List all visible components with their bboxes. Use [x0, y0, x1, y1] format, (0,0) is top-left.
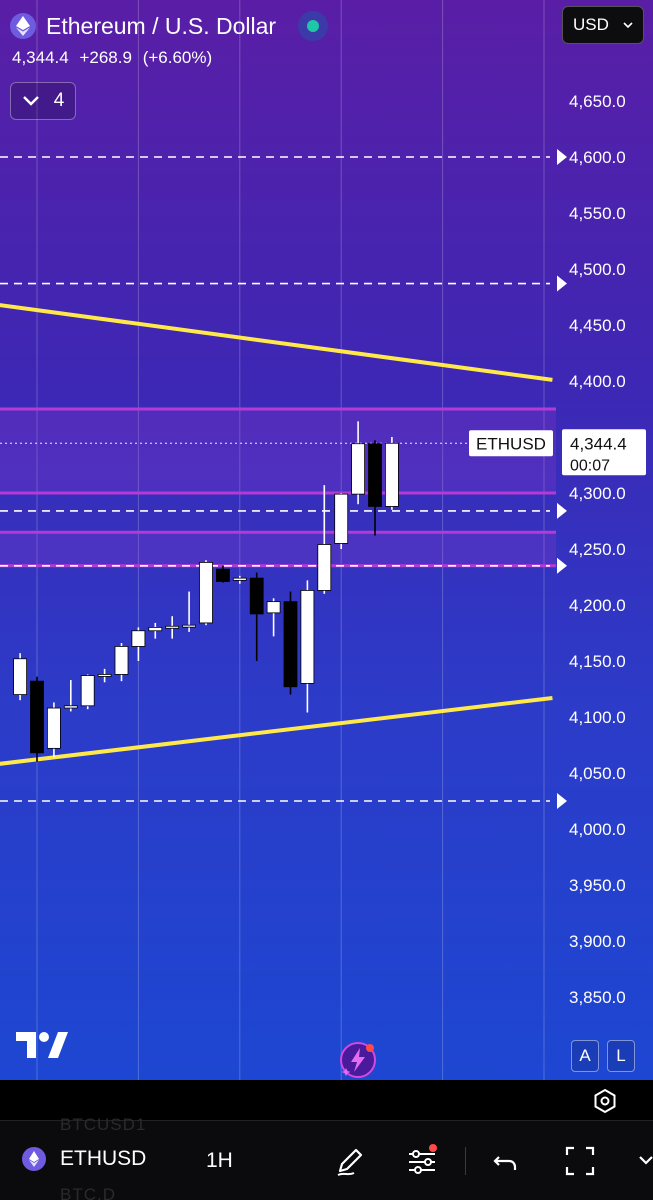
y-axis-tick-label: 4,100.0	[569, 708, 626, 727]
candle-body	[182, 624, 197, 628]
candle-body	[215, 568, 230, 582]
watchlist-item-ghost: BTCUSD1	[60, 1115, 147, 1134]
candle-body	[266, 601, 281, 614]
auto-scale-button[interactable]: A	[571, 1040, 599, 1072]
interval-button[interactable]: 1H	[206, 1149, 233, 1172]
eth-logo-icon	[10, 13, 36, 39]
candle-body	[80, 675, 95, 707]
price-summary: 4,344.4 +268.9 (+6.60%)	[12, 48, 328, 68]
currency-select[interactable]: USD	[562, 6, 644, 44]
toolbar-divider	[465, 1147, 466, 1175]
log-scale-label: L	[616, 1046, 626, 1065]
symbol-tag	[469, 430, 553, 457]
more-icon[interactable]	[626, 1143, 653, 1179]
candle-body	[63, 705, 78, 709]
candle-body	[300, 590, 315, 684]
indicator-count: 4	[53, 90, 65, 111]
candle-body	[351, 443, 366, 495]
level-arrow-icon	[557, 149, 567, 165]
pen-icon[interactable]	[332, 1143, 368, 1179]
y-axis-tick-label: 4,000.0	[569, 820, 626, 839]
y-axis-tick-label: 4,550.0	[569, 204, 626, 223]
chart-area[interactable]: 4,650.0 4,600.0 4,550.0 4,500.0 4,450.0 4,400…	[0, 0, 653, 1080]
candle-body	[199, 562, 213, 624]
level-arrow-icon	[557, 275, 567, 292]
chart-settings-icon[interactable]	[592, 1088, 618, 1114]
candle-body	[97, 674, 112, 677]
eth-logo-icon	[22, 1147, 46, 1171]
y-axis-tick-label: 4,050.0	[569, 764, 626, 783]
watchlist-item-ghost: BTC.D	[60, 1185, 116, 1200]
ai-assistant-icon[interactable]	[338, 1040, 378, 1080]
log-scale-button[interactable]: L	[607, 1040, 635, 1072]
y-axis-tick-label: 4,300.0	[569, 484, 626, 503]
candle-body	[334, 493, 349, 544]
price-change-percent: (+6.60%)	[142, 48, 213, 67]
candle-body	[30, 680, 44, 754]
tradingview-logo-icon	[16, 1030, 68, 1065]
level-arrow-icon	[557, 502, 567, 519]
y-axis-tick-label: 3,950.0	[569, 876, 626, 895]
chevron-down-icon	[22, 96, 39, 106]
y-axis-tick-label: 4,450.0	[569, 316, 626, 335]
candle-body	[317, 544, 332, 591]
symbol-search-button[interactable]: ETHUSD	[22, 1147, 146, 1171]
indicators-collapse-button[interactable]: 4	[10, 82, 76, 120]
level-arrow-icon	[557, 793, 567, 809]
trendline	[0, 695, 553, 766]
bottom-toolbar: BTCUSD1 BTC.D ETHUSD 1H	[0, 1115, 653, 1200]
undo-icon[interactable]	[488, 1143, 524, 1179]
candle-body	[283, 601, 298, 688]
price-tag	[562, 429, 646, 476]
last-price: 4,344.4	[12, 48, 69, 67]
symbol-tag-label: ETHUSD	[476, 434, 546, 453]
y-axis-tick-label: 4,400.0	[569, 372, 626, 391]
auto-scale-label: A	[579, 1046, 591, 1065]
price-zone	[0, 532, 556, 566]
y-axis-tick-label: 4,500.0	[569, 260, 626, 279]
price-zone	[0, 409, 556, 493]
y-axis-tick-label: 4,150.0	[569, 652, 626, 671]
y-axis-tick-label: 4,600.0	[569, 148, 626, 167]
price-chart[interactable]: 4,650.0 4,600.0 4,550.0 4,500.0 4,450.0 4,400…	[0, 0, 653, 1080]
title-row: Ethereum / U.S. Dollar	[10, 8, 329, 44]
currency-value: USD	[573, 15, 609, 34]
y-axis-tick-label: 4,250.0	[569, 540, 626, 559]
candle-body	[249, 577, 264, 615]
y-axis-tick-label: 3,850.0	[569, 988, 626, 1007]
candle-body	[131, 630, 146, 647]
price-tag-value: 4,344.4	[570, 434, 627, 453]
price-change: +268.9	[79, 48, 132, 67]
y-axis-tick-label: 4,650.0	[569, 92, 626, 111]
y-axis-tick-label: 3,900.0	[569, 932, 626, 951]
candle-body	[165, 625, 180, 629]
fullscreen-icon[interactable]	[562, 1143, 598, 1179]
candle-body	[148, 627, 163, 632]
chevron-down-icon	[623, 21, 633, 28]
candle-body	[13, 658, 28, 696]
y-axis-tick-label: 4,200.0	[569, 596, 626, 615]
level-arrow-icon	[557, 557, 567, 574]
candle-body	[114, 646, 129, 675]
symbol-label: ETHUSD	[60, 1147, 147, 1170]
candle-body	[47, 707, 61, 749]
indicators-icon[interactable]	[404, 1143, 440, 1179]
candle-body	[384, 442, 399, 507]
chart-header: Ethereum / U.S. Dollar 4,344.4 +268.9 (+…	[10, 8, 329, 120]
market-status-icon[interactable]	[298, 11, 329, 41]
trendline	[0, 303, 553, 382]
symbol-title[interactable]: Ethereum / U.S. Dollar	[46, 12, 277, 39]
candle-body	[232, 577, 247, 581]
candle-countdown: 00:07	[570, 457, 610, 474]
candle-body	[368, 443, 382, 507]
